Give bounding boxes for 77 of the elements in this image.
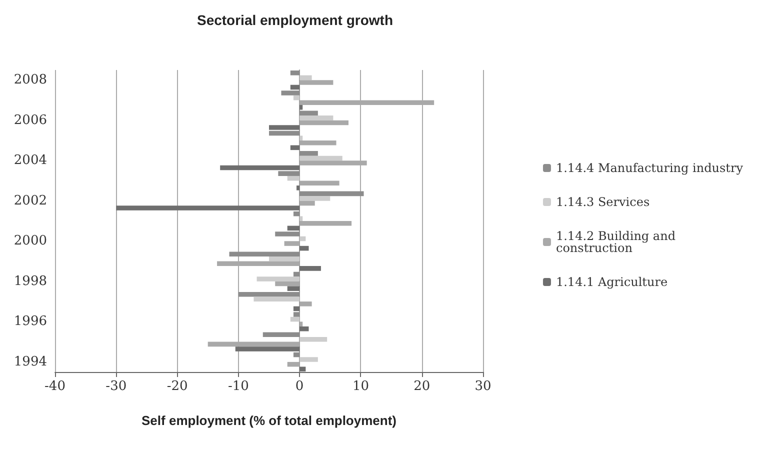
bar <box>300 151 318 156</box>
bar <box>287 226 300 231</box>
y-tick-label: 2004 <box>14 153 47 168</box>
bar <box>269 256 300 262</box>
bar <box>300 156 342 161</box>
bar <box>300 75 312 80</box>
bar <box>235 346 300 352</box>
bar <box>293 95 300 100</box>
bar <box>300 236 306 242</box>
bar <box>256 276 300 282</box>
bar <box>300 326 309 332</box>
x-tick-label: -40 <box>44 379 66 394</box>
bar <box>262 332 300 338</box>
x-tick-label: -30 <box>106 379 127 394</box>
bar <box>293 312 300 317</box>
y-tick-label: 1996 <box>14 314 47 330</box>
bar <box>300 120 348 126</box>
bar <box>293 211 300 216</box>
x-tick-label: 10 <box>352 379 369 394</box>
bar <box>290 84 300 90</box>
bar <box>269 130 300 136</box>
bar <box>238 292 300 297</box>
y-tick-label: 2006 <box>14 112 47 128</box>
bar <box>220 165 300 170</box>
x-axis-title: Self employment (% of total employment) <box>142 413 396 428</box>
x-tick-label: 20 <box>414 379 430 394</box>
bar <box>300 302 312 306</box>
bar <box>296 186 300 190</box>
bar <box>300 266 321 271</box>
legend-label: 1.14.2 Building and construction <box>556 229 680 255</box>
bar <box>300 104 303 110</box>
bar <box>278 171 300 176</box>
bar <box>300 116 334 120</box>
bar <box>300 246 309 251</box>
bar <box>287 286 300 291</box>
chart-title: Sectorial employment growth <box>196 12 394 28</box>
y-tick-label: 2000 <box>14 234 47 249</box>
x-tick-label: -20 <box>166 379 188 394</box>
bar <box>275 232 300 236</box>
bar <box>269 125 300 130</box>
legend-label: 1.14.4 Manufacturing industry <box>556 161 744 175</box>
bar <box>281 90 300 96</box>
legend-label: 1.14.3 Services <box>556 195 650 209</box>
bar <box>284 241 300 246</box>
bar <box>300 80 334 85</box>
bar <box>290 145 300 150</box>
x-tick-label: -10 <box>228 379 249 394</box>
bar <box>287 362 300 367</box>
bar <box>300 136 303 140</box>
bar <box>300 191 364 196</box>
legend-label: 1.14.1 Agriculture <box>556 275 668 289</box>
bar <box>293 352 300 358</box>
bar <box>229 252 300 256</box>
bar <box>275 281 300 286</box>
bar <box>254 296 300 302</box>
y-tick-label: 1994 <box>14 354 47 370</box>
bar <box>293 306 300 312</box>
bar <box>300 110 318 116</box>
bar <box>116 206 300 210</box>
bar <box>287 176 300 181</box>
y-tick-label: 2008 <box>14 72 47 88</box>
y-tick-label: 1998 <box>14 274 47 289</box>
y-tick-label: 2002 <box>14 193 47 208</box>
bar <box>300 221 352 226</box>
x-tick-label: 30 <box>474 379 492 394</box>
bar <box>300 200 315 206</box>
bar <box>293 272 300 277</box>
bar <box>300 196 330 201</box>
bar <box>300 357 318 362</box>
bar <box>300 216 303 221</box>
bar <box>300 180 340 186</box>
x-tick-label: 0 <box>295 379 304 394</box>
bar <box>300 140 336 146</box>
bar <box>300 337 328 342</box>
bar <box>290 316 300 322</box>
bar <box>300 322 303 326</box>
bar <box>290 70 300 76</box>
